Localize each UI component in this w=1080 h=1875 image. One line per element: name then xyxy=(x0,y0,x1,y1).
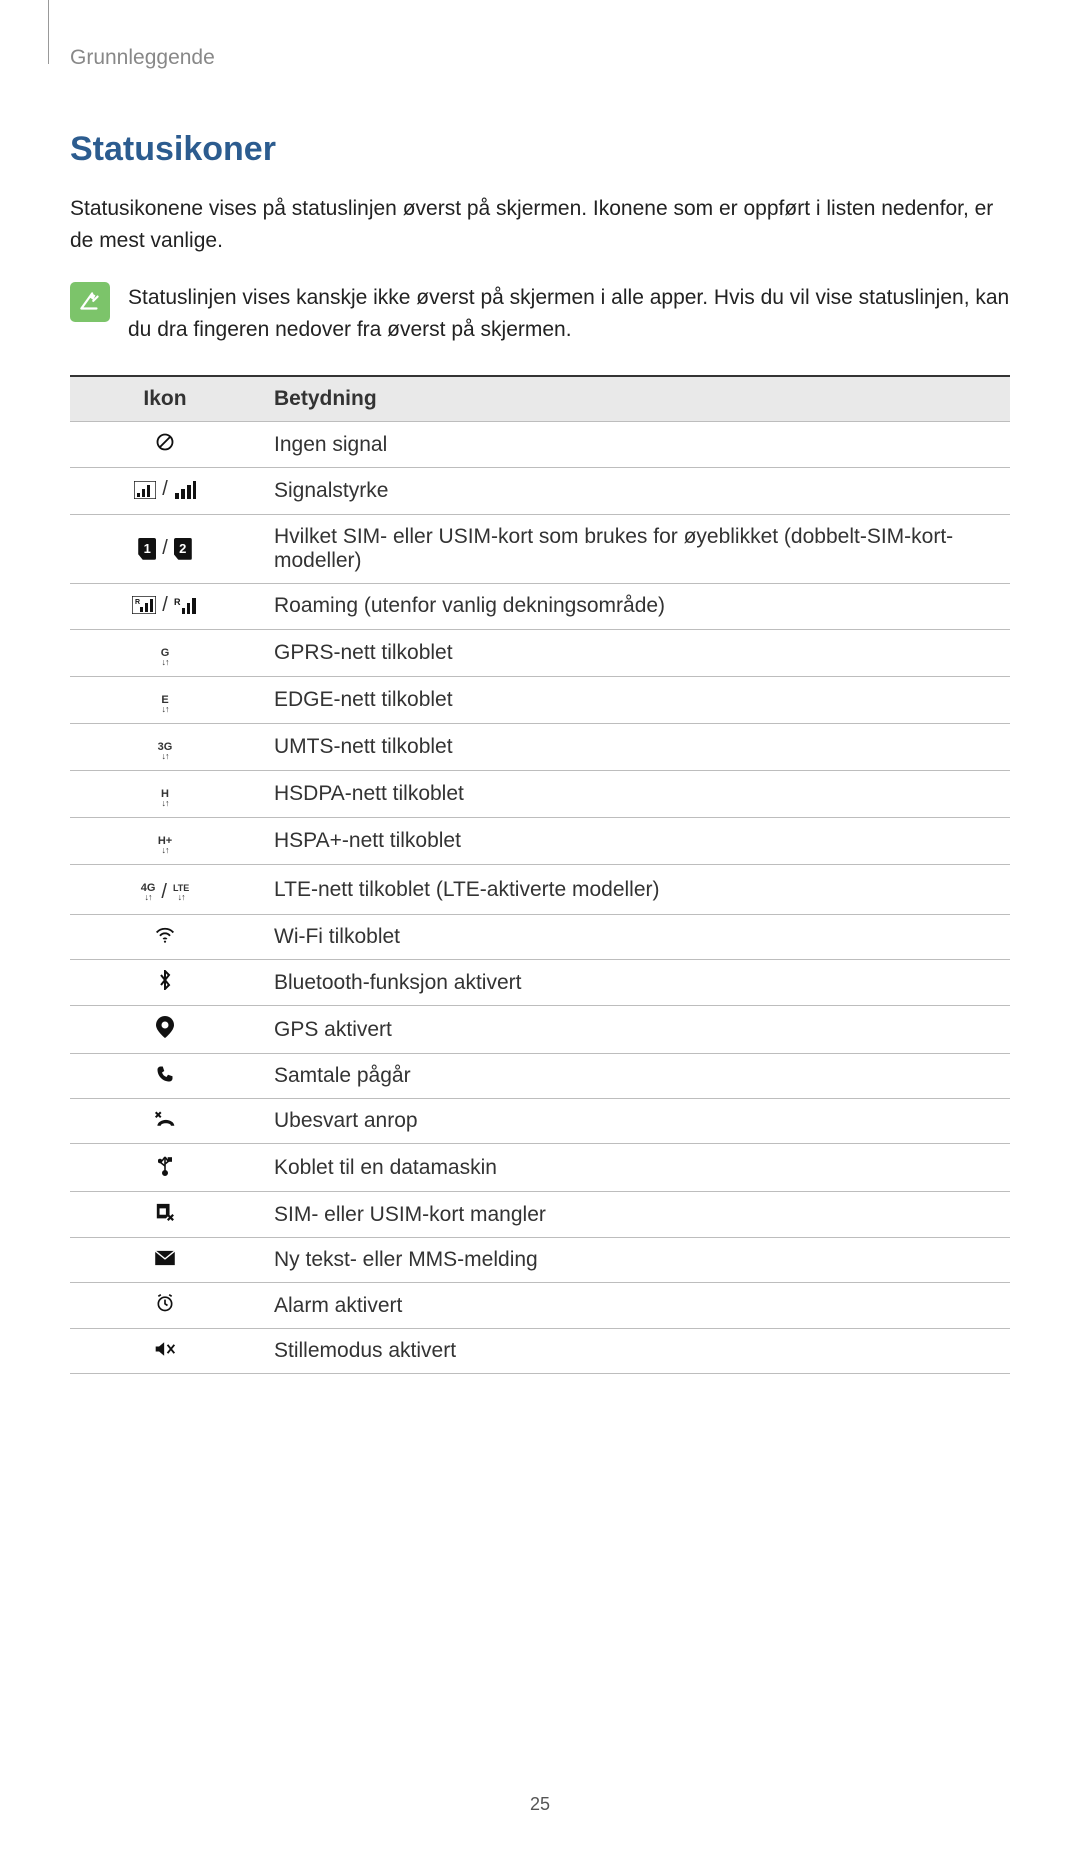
status-icons-table: Ikon Betydning Ingen signal xyxy=(70,375,1010,1374)
table-row: Samtale pågår xyxy=(70,1054,1010,1099)
wifi-desc: Wi-Fi tilkoblet xyxy=(260,915,1010,960)
table-row: 3G ↓↑ UMTS-nett tilkoblet xyxy=(70,724,1010,771)
note-icon xyxy=(70,282,110,322)
table-row: Bluetooth-funksjon aktivert xyxy=(70,960,1010,1006)
table-row: Stillemodus aktivert xyxy=(70,1329,1010,1374)
new-message-icon xyxy=(70,1238,260,1283)
table-row: G ↓↑ GPRS-nett tilkoblet xyxy=(70,630,1010,677)
table-row: Ubesvart anrop xyxy=(70,1099,1010,1144)
section-title: Statusikoner xyxy=(70,130,1010,169)
usb-icon xyxy=(70,1144,260,1192)
page-number: 25 xyxy=(70,1794,1010,1815)
table-row: 4G ↓↑ / LTE ↓↑ LTE-nett tilkoblet (LTE-a… xyxy=(70,865,1010,915)
lte-desc: LTE-nett tilkoblet (LTE-aktiverte modell… xyxy=(260,865,1010,915)
silent-mode-desc: Stillemodus aktivert xyxy=(260,1329,1010,1374)
table-row: Koblet til en datamaskin xyxy=(70,1144,1010,1192)
usb-desc: Koblet til en datamaskin xyxy=(260,1144,1010,1192)
sim-missing-desc: SIM- eller USIM-kort mangler xyxy=(260,1192,1010,1238)
table-row: SIM- eller USIM-kort mangler xyxy=(70,1192,1010,1238)
no-signal-icon xyxy=(70,422,260,468)
lte-icon: 4G ↓↑ / LTE ↓↑ xyxy=(70,865,260,915)
bluetooth-desc: Bluetooth-funksjon aktivert xyxy=(260,960,1010,1006)
margin-line xyxy=(48,0,49,64)
hsdpa-desc: HSDPA-nett tilkoblet xyxy=(260,771,1010,818)
note-text: Statuslinjen vises kanskje ikke øverst p… xyxy=(128,282,1010,345)
sim-slot-icon: 1 / 2 xyxy=(70,514,260,583)
table-header-meaning: Betydning xyxy=(260,376,1010,422)
roaming-icon: R / R xyxy=(70,583,260,630)
svg-text:R: R xyxy=(174,597,181,607)
alarm-desc: Alarm aktivert xyxy=(260,1283,1010,1329)
roaming-desc: Roaming (utenfor vanlig dekningsområde) xyxy=(260,583,1010,630)
bluetooth-icon xyxy=(70,960,260,1006)
wifi-icon xyxy=(70,915,260,960)
silent-mode-icon xyxy=(70,1329,260,1374)
missed-call-icon xyxy=(70,1099,260,1144)
svg-text:R: R xyxy=(135,599,140,606)
missed-call-desc: Ubesvart anrop xyxy=(260,1099,1010,1144)
sim-missing-icon xyxy=(70,1192,260,1238)
call-active-icon xyxy=(70,1054,260,1099)
intro-paragraph: Statusikonene vises på statuslinjen øver… xyxy=(70,193,1010,256)
call-active-desc: Samtale pågår xyxy=(260,1054,1010,1099)
table-row: E ↓↑ EDGE-nett tilkoblet xyxy=(70,677,1010,724)
edge-icon: E ↓↑ xyxy=(70,677,260,724)
umts-desc: UMTS-nett tilkoblet xyxy=(260,724,1010,771)
page-header-section: Grunnleggende xyxy=(70,40,1010,70)
no-signal-desc: Ingen signal xyxy=(260,422,1010,468)
table-row: / Signalstyrke xyxy=(70,468,1010,515)
table-row: Wi-Fi tilkoblet xyxy=(70,915,1010,960)
edge-desc: EDGE-nett tilkoblet xyxy=(260,677,1010,724)
table-row: 1 / 2 Hvilket SIM- eller USIM-kort som b… xyxy=(70,514,1010,583)
signal-strength-desc: Signalstyrke xyxy=(260,468,1010,515)
table-row: Alarm aktivert xyxy=(70,1283,1010,1329)
hspa-plus-icon: H+ ↓↑ xyxy=(70,818,260,865)
sim-slot-desc: Hvilket SIM- eller USIM-kort som brukes … xyxy=(260,514,1010,583)
gprs-icon: G ↓↑ xyxy=(70,630,260,677)
alarm-icon xyxy=(70,1283,260,1329)
signal-strength-icon: / xyxy=(70,468,260,515)
umts-icon: 3G ↓↑ xyxy=(70,724,260,771)
table-row: Ny tekst- eller MMS-melding xyxy=(70,1238,1010,1283)
note-callout: Statuslinjen vises kanskje ikke øverst p… xyxy=(70,282,1010,345)
table-row: GPS aktivert xyxy=(70,1006,1010,1054)
hspa-plus-desc: HSPA+-nett tilkoblet xyxy=(260,818,1010,865)
hsdpa-icon: H ↓↑ xyxy=(70,771,260,818)
table-row: H+ ↓↑ HSPA+-nett tilkoblet xyxy=(70,818,1010,865)
gps-desc: GPS aktivert xyxy=(260,1006,1010,1054)
new-message-desc: Ny tekst- eller MMS-melding xyxy=(260,1238,1010,1283)
table-row: H ↓↑ HSDPA-nett tilkoblet xyxy=(70,771,1010,818)
table-header-icon: Ikon xyxy=(70,376,260,422)
table-row: R / R Roaming (ut xyxy=(70,583,1010,630)
gprs-desc: GPRS-nett tilkoblet xyxy=(260,630,1010,677)
gps-icon xyxy=(70,1006,260,1054)
table-row: Ingen signal xyxy=(70,422,1010,468)
